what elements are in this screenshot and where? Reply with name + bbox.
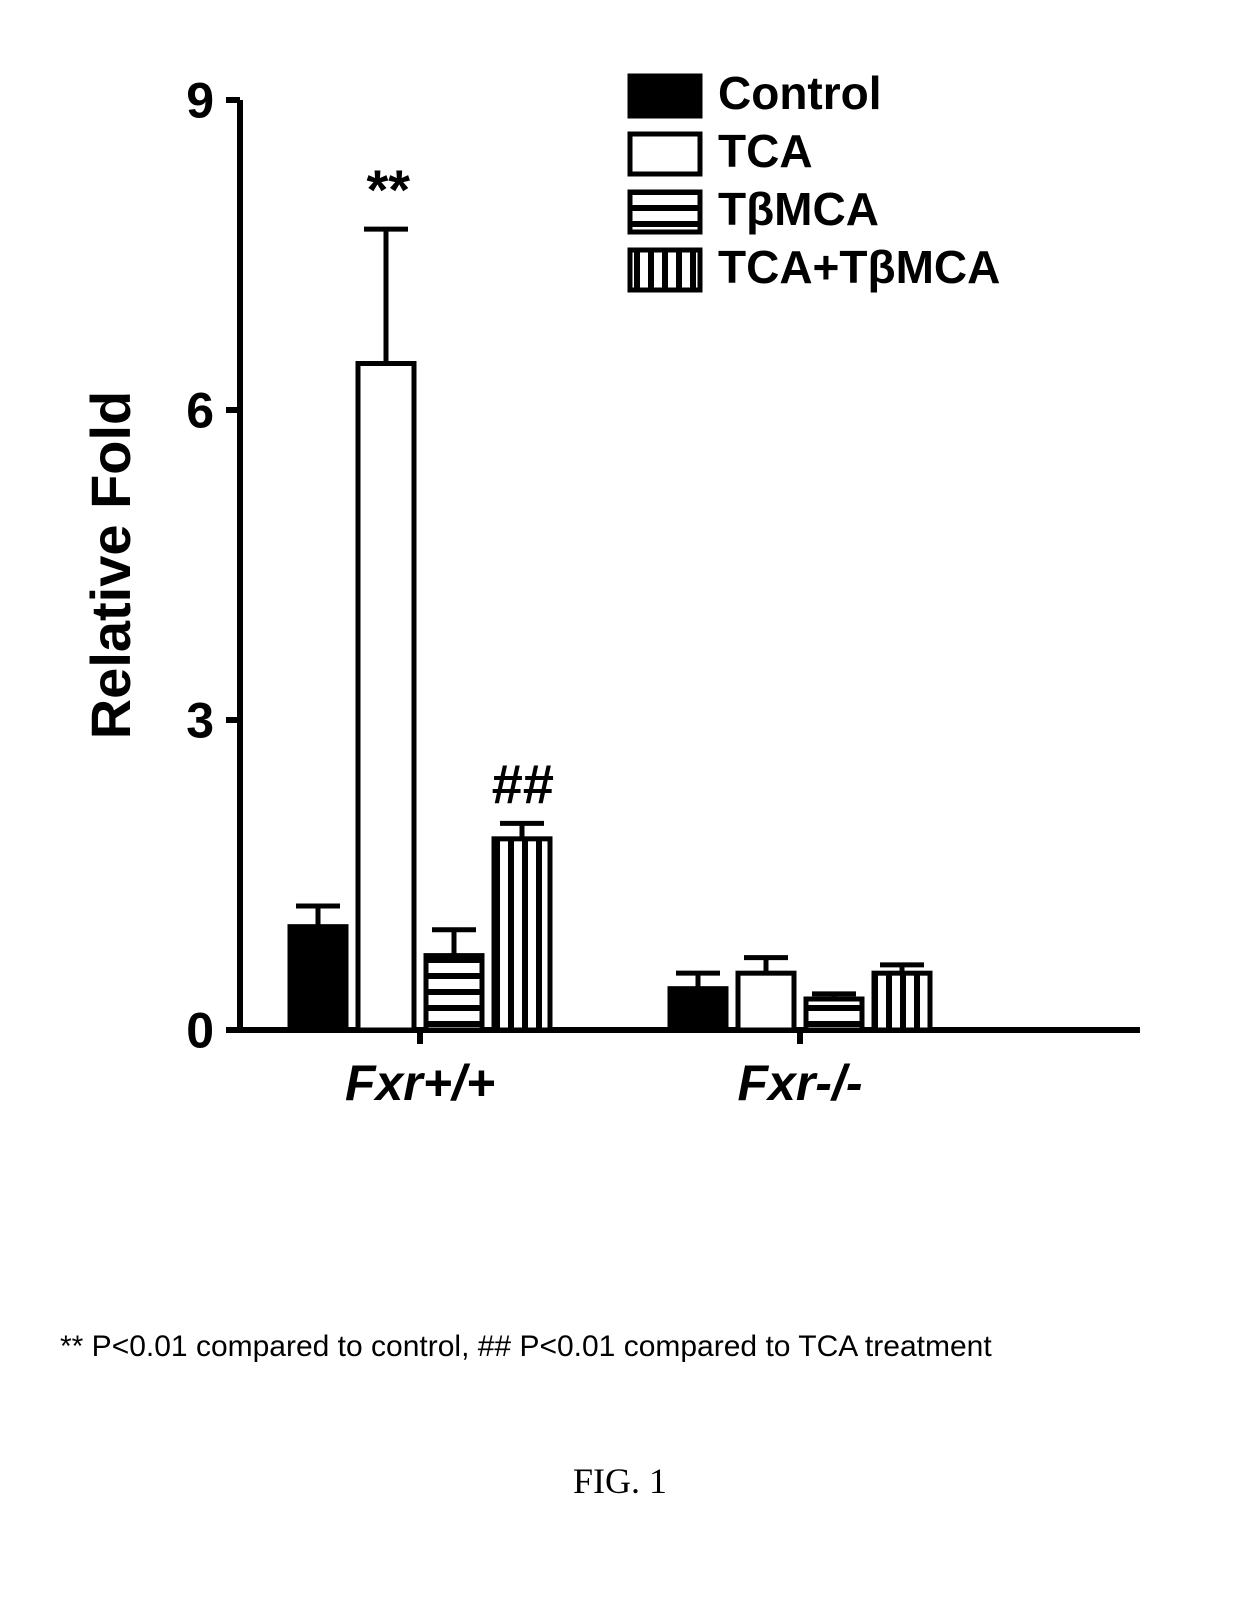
legend-swatch-control xyxy=(630,76,700,116)
legend-swatch-tca xyxy=(630,134,700,174)
bar-Fxr-control xyxy=(670,989,726,1030)
annotation: ** xyxy=(364,158,410,221)
bar-Fxr-tcatbmca xyxy=(494,839,550,1030)
ytick-label: 0 xyxy=(186,1003,214,1059)
ytick-label: 3 xyxy=(186,693,214,749)
bar-Fxr-tbmca xyxy=(426,956,482,1030)
legend-swatch-tbmca xyxy=(630,192,700,232)
legend-label-tca: TCA xyxy=(718,125,813,177)
bar-Fxr-control xyxy=(290,927,346,1030)
bar-Fxr-tca xyxy=(358,364,414,1031)
ytick-label: 9 xyxy=(186,73,214,129)
annotation: ## xyxy=(491,752,554,815)
bar-Fxr-tbmca xyxy=(806,999,862,1030)
legend-swatch-tcatbmca xyxy=(630,250,700,290)
bar-Fxr-tcatbmca xyxy=(874,973,930,1030)
group-label: Fxr-/- xyxy=(738,1055,863,1111)
figure-label: FIG. 1 xyxy=(0,1460,1240,1502)
legend-label-tbmca: TβMCA xyxy=(718,183,879,235)
chart-container: 0 3 6 9 Relative Fold ** ## Fxr+/+ Fxr-/- Control… xyxy=(70,40,1170,1240)
page: 0 3 6 9 Relative Fold ** ## Fxr+/+ Fxr-/- Control… xyxy=(0,0,1240,1615)
ytick-label: 6 xyxy=(186,383,214,439)
bar-Fxr-tca xyxy=(738,973,794,1030)
footnote-text: ** P<0.01 compared to control, ## P<0.01… xyxy=(60,1330,1180,1364)
legend-label-tcatbmca: TCA+TβMCA xyxy=(718,241,1000,293)
group-label: Fxr+/+ xyxy=(345,1055,495,1111)
bar-chart: 0 3 6 9 Relative Fold ** ## Fxr+/+ Fxr-/- Control… xyxy=(70,40,1170,1240)
legend-label-control: Control xyxy=(718,67,882,119)
y-axis-label: Relative Fold xyxy=(79,391,142,740)
